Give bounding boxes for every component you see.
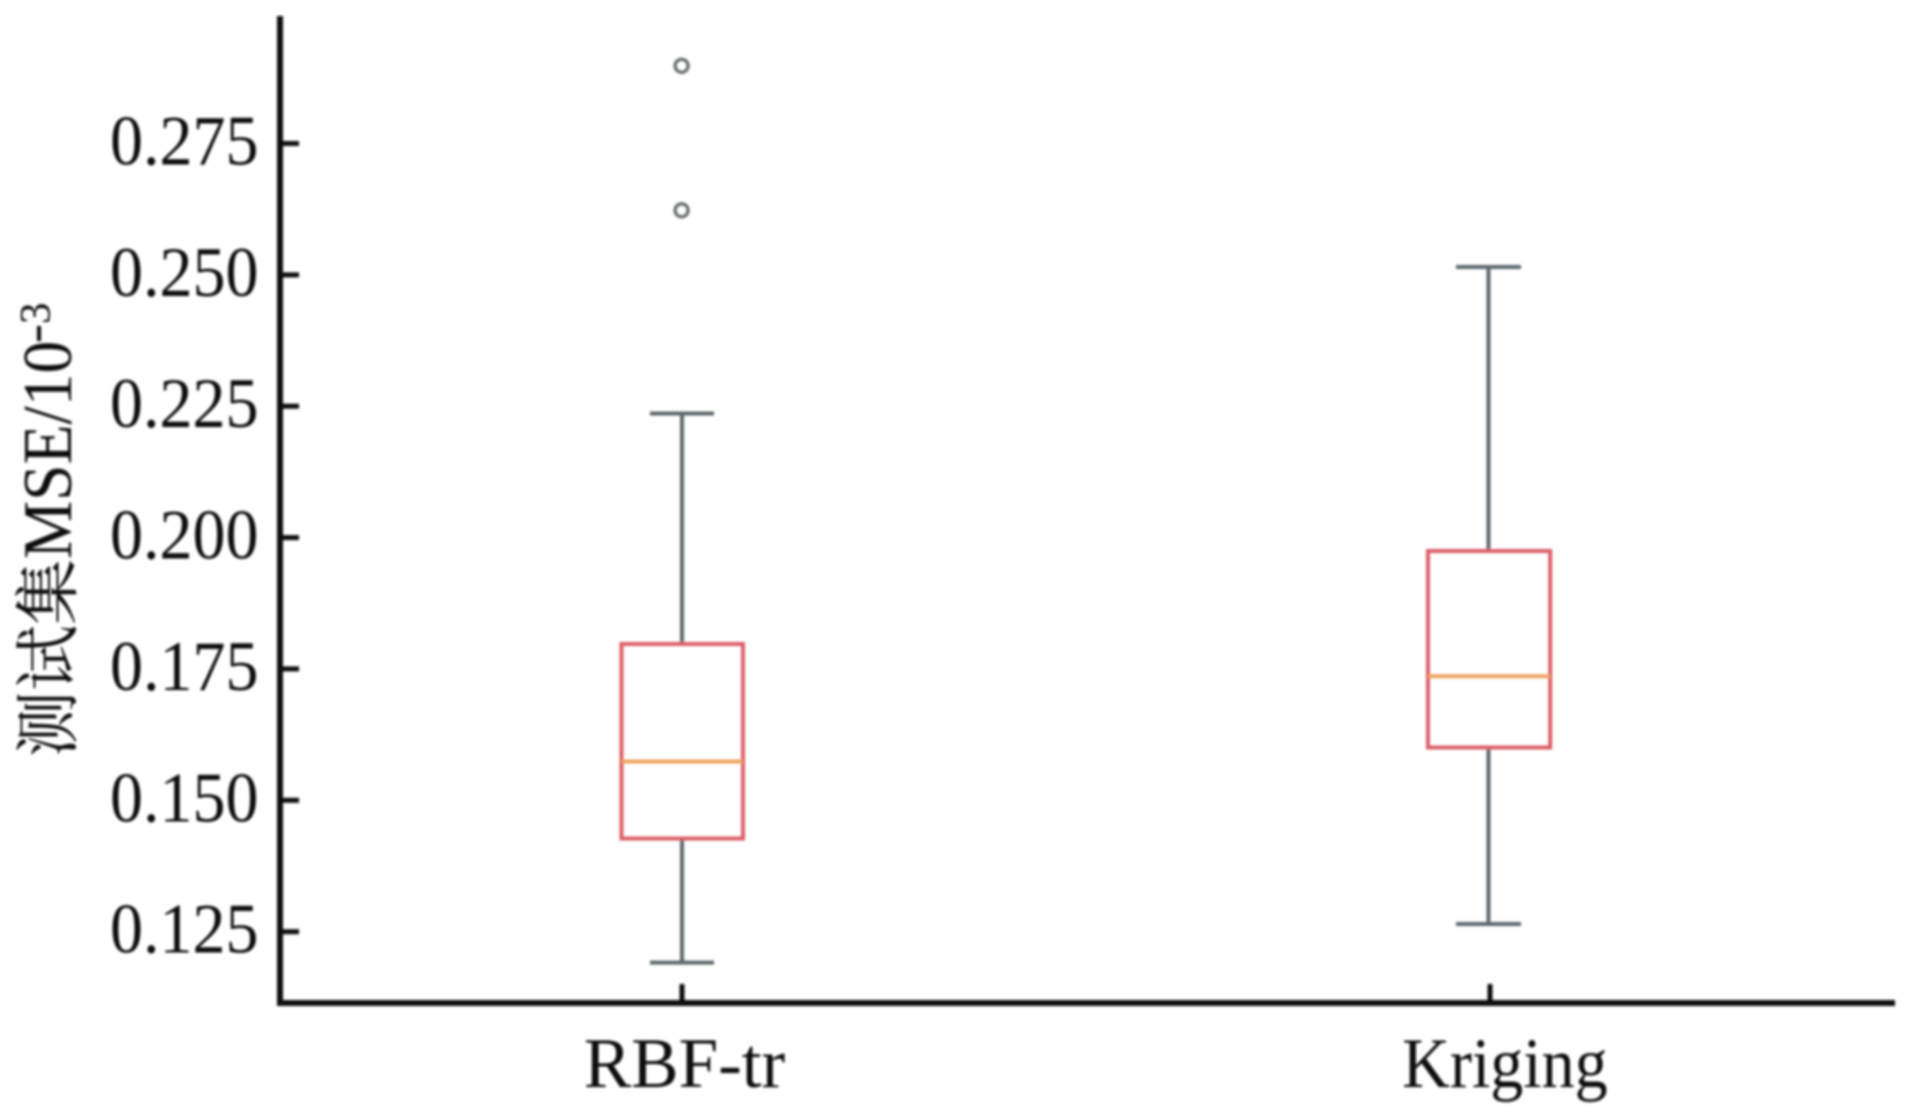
svg-text:0.150: 0.150 bbox=[110, 758, 259, 837]
svg-text:0.175: 0.175 bbox=[110, 627, 259, 706]
svg-text:0.275: 0.275 bbox=[110, 101, 259, 180]
svg-text:RBF-tr: RBF-tr bbox=[584, 1025, 786, 1103]
svg-text:MSE/10: MSE/10 bbox=[9, 341, 86, 559]
svg-text:Kriging: Kriging bbox=[1402, 1024, 1607, 1103]
svg-text:0.250: 0.250 bbox=[110, 233, 259, 312]
svg-text:0.225: 0.225 bbox=[110, 364, 259, 443]
svg-text:0.125: 0.125 bbox=[110, 890, 259, 969]
svg-text:3: 3 bbox=[13, 303, 60, 325]
svg-text:0.200: 0.200 bbox=[110, 495, 259, 574]
